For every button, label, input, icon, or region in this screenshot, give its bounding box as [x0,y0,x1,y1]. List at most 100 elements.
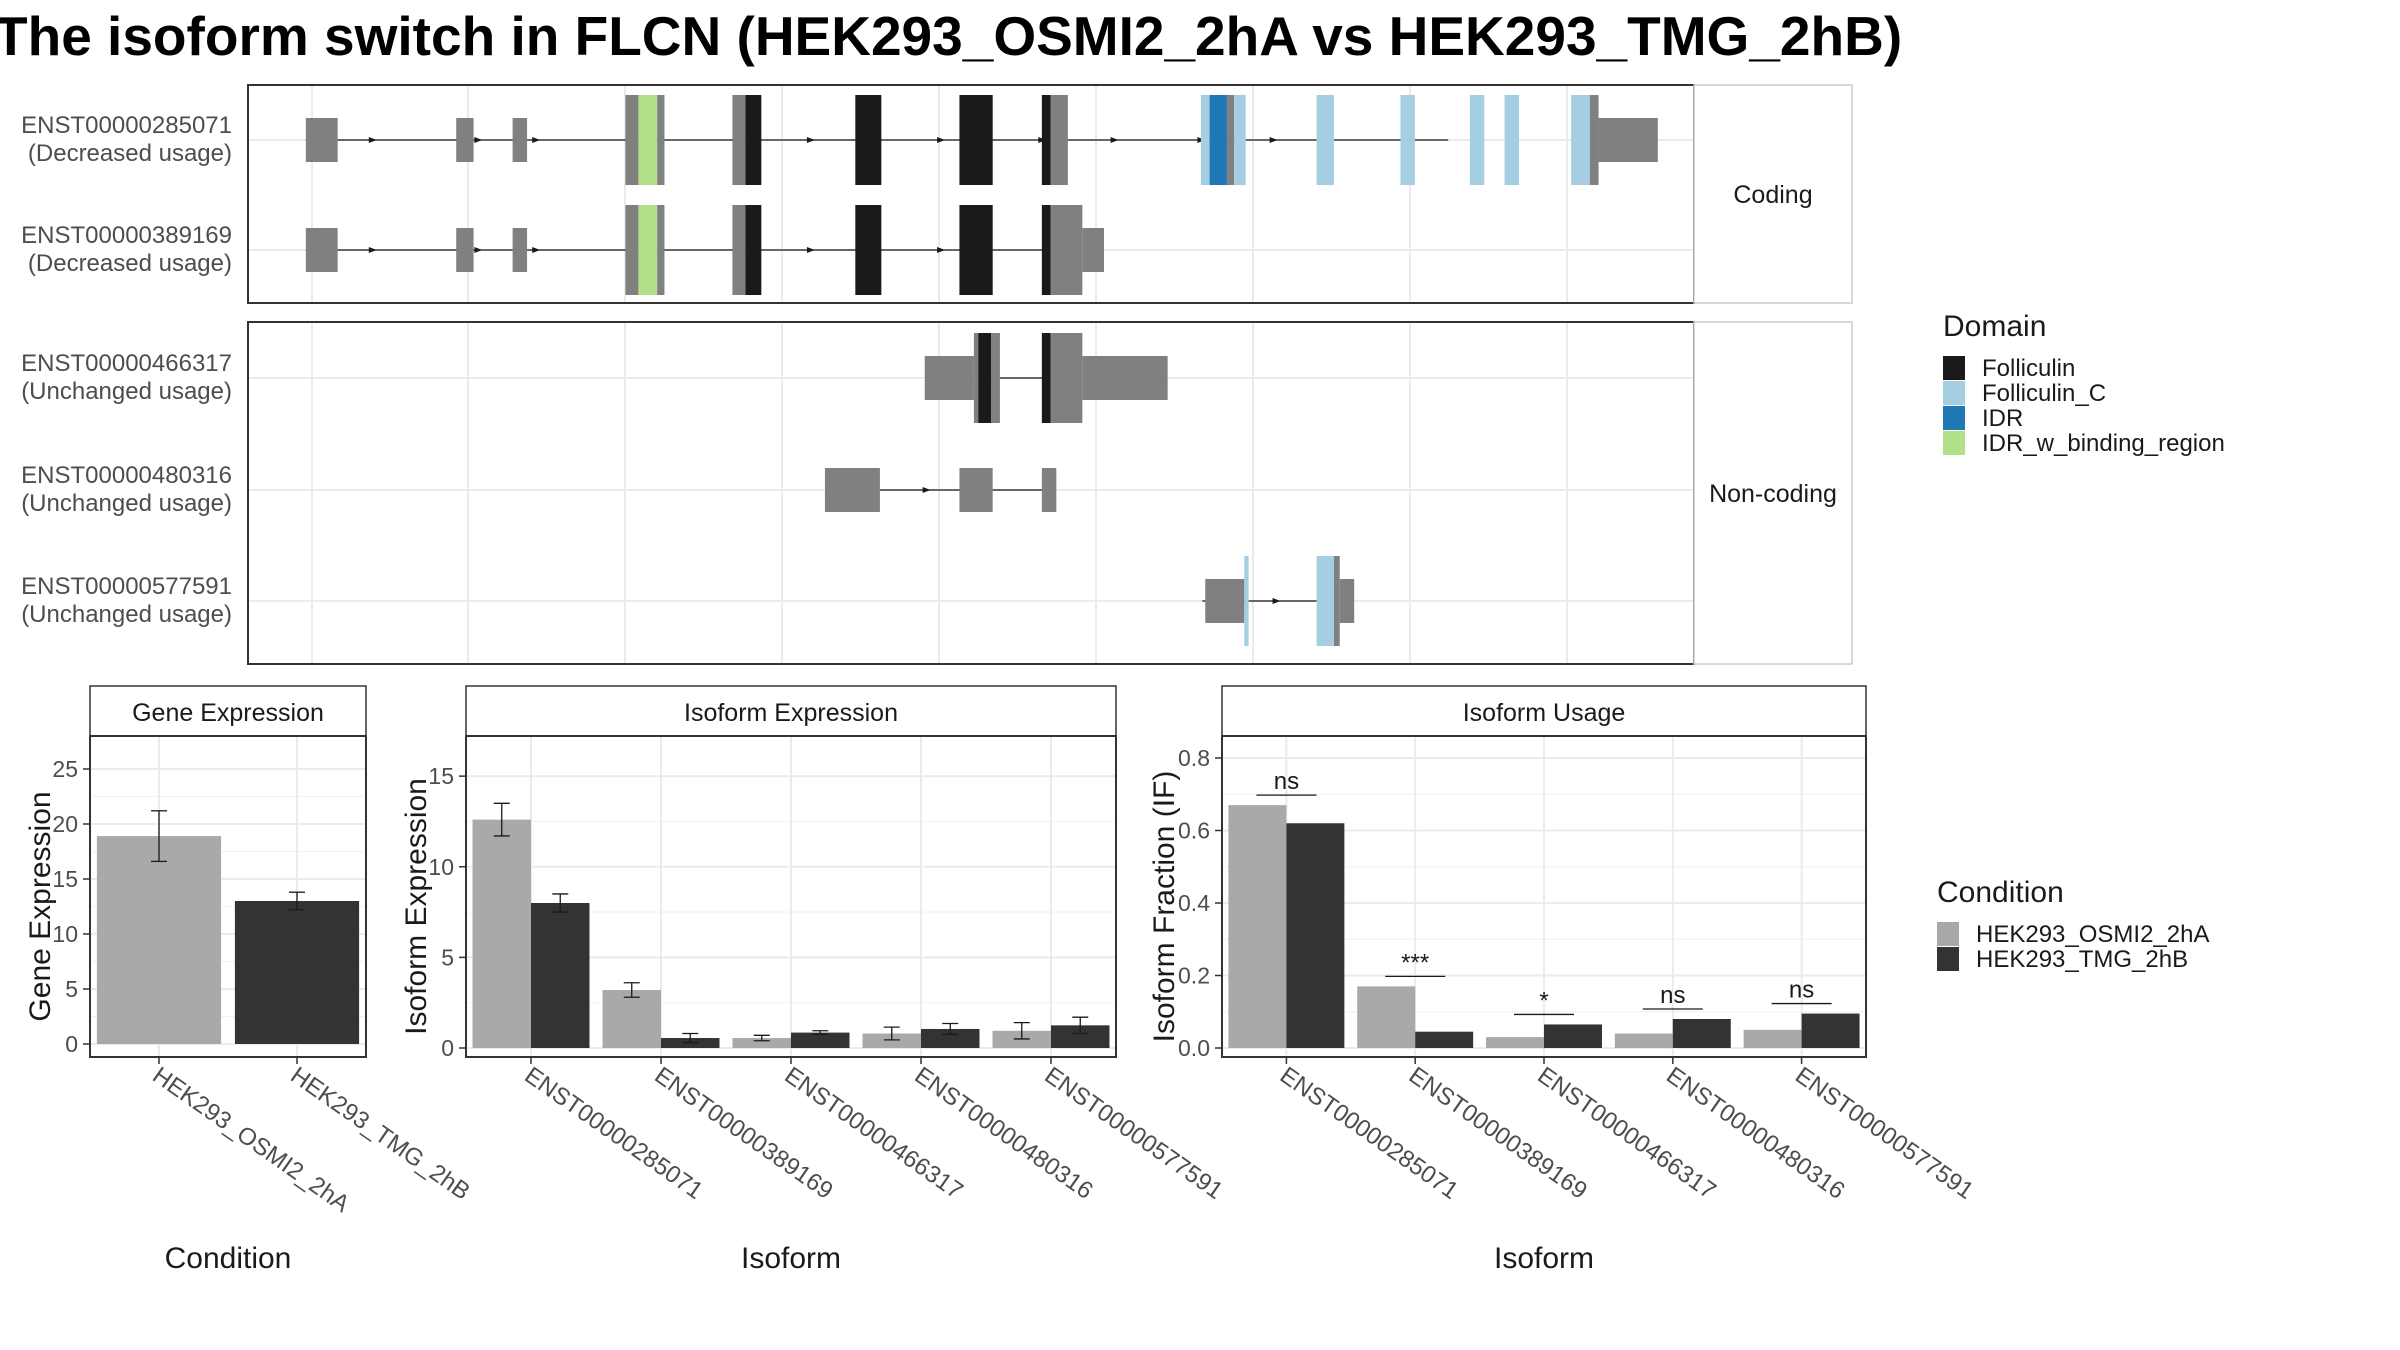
coding-exon [1050,95,1068,185]
bar [96,836,222,1044]
utr-exon [456,118,474,162]
direction-arrow [532,137,541,143]
utr-exon [1205,579,1245,623]
legend-key-idr [1943,406,1965,430]
y-axis-title: Gene Expression [24,791,57,1021]
facet-strip [1221,685,1867,737]
direction-arrow [532,247,541,253]
transcript-ENST00000389169: ENST00000389169(Decreased usage) [21,205,1105,295]
y-tick-label: 20 [52,811,78,837]
utr-exon [1041,468,1057,512]
domain-idr-w-binding-region [638,95,658,185]
transcript-id-label: ENST00000285071 [21,112,232,139]
legend-key-hek293-osmi2-2ha [1937,922,1959,946]
coding-exon [657,205,665,295]
domain-folliculin [745,205,762,295]
y-tick-label: 5 [441,944,454,970]
y-axis-title: Isoform Fraction (IF) [1148,771,1181,1043]
utr-exon [959,468,993,512]
bar [1801,1013,1860,1048]
domain-folliculin-c [1469,95,1485,185]
transcript-ENST00000480316: ENST00000480316(Unchanged usage) [21,462,1057,517]
legend-label-idr-w-binding-region: IDR_w_binding_region [1982,430,2225,457]
y-axis-title: Isoform Expression [400,778,433,1035]
coding-exon [1050,333,1083,423]
chart-title: Gene Expression [132,699,324,727]
domain-folliculin-c [1316,95,1334,185]
coding-exon [625,95,639,185]
legend-key-folliculin-c [1943,381,1965,405]
bar [602,990,661,1048]
transcript-ENST00000285071: ENST00000285071(Decreased usage) [21,95,1658,185]
bar [1672,1019,1731,1048]
direction-arrow [806,247,815,253]
y-tick-label: 0.4 [1178,890,1210,916]
significance-label: ns [1274,768,1299,795]
legend-key-hek293-tmg-2hb [1937,947,1959,971]
legend-key-idr-w-binding-region [1943,431,1965,455]
domain-idr [1209,95,1227,185]
y-tick-label: 5 [65,976,78,1002]
domain-folliculin [959,95,993,185]
significance-label: * [1539,987,1548,1014]
direction-arrow [474,247,483,253]
bar [1286,823,1345,1048]
direction-arrow [368,137,377,143]
domain-folliculin-c [1571,95,1590,185]
transcript-id-label: ENST00000577591 [21,573,232,600]
domain-idr-w-binding-region [638,205,658,295]
significance-label: *** [1401,949,1429,976]
x-axis-title: Isoform [741,1242,841,1275]
coding-exon [732,205,746,295]
y-tick-label: 0.0 [1178,1035,1210,1061]
domain-folliculin [855,95,882,185]
transcript-ENST00000577591: ENST00000577591(Unchanged usage) [21,556,1355,646]
coding-exon [657,95,665,185]
direction-arrow [368,247,377,253]
facet-strip [89,685,367,737]
utr-exon [512,228,528,272]
y-tick-label: 15 [52,866,78,892]
legend-label-idr: IDR [1982,405,2023,432]
legend-label-hek293-tmg-2hb: HEK293_TMG_2hB [1976,946,2188,973]
plot-border [89,735,367,1058]
direction-arrow [1272,598,1281,604]
chart-isoform-expression: Isoform Expression051015ENST00000285071E… [400,685,1228,1275]
y-tick-label: 10 [52,921,78,947]
domain-folliculin-c [1200,95,1210,185]
condition-legend-title: Condition [1937,876,2064,909]
y-tick-label: 0.2 [1178,963,1210,989]
direction-arrow [1269,137,1278,143]
direction-arrow [1110,137,1119,143]
bar [1228,805,1287,1048]
domain-folliculin-c [1400,95,1415,185]
chart-title: Isoform Usage [1463,699,1626,727]
bar [791,1032,850,1048]
transcript-usage-label: (Decreased usage) [28,250,232,277]
utr-exon [1082,228,1105,272]
transcript-ENST00000466317: ENST00000466317(Unchanged usage) [21,333,1168,423]
coding-exon [1589,95,1599,185]
direction-arrow [937,137,946,143]
facet-label-coding: Coding [1733,181,1812,209]
transcript-usage-label: (Unchanged usage) [21,490,232,517]
domain-folliculin [1041,333,1051,423]
coding-exon [1050,205,1083,295]
coding-exon [1333,556,1340,646]
utr-exon [512,118,528,162]
bar [921,1028,980,1048]
domain-legend-title: Domain [1943,310,2046,343]
transcript-id-label: ENST00000466317 [21,350,232,377]
x-axis-title: Condition [165,1242,292,1275]
domain-folliculin [959,205,993,295]
domain-folliculin [1041,95,1051,185]
domain-folliculin-c [1244,556,1249,646]
domain-folliculin [978,333,992,423]
coding-exon [1226,95,1235,185]
transcript-usage-label: (Decreased usage) [28,140,232,167]
legend-label-folliculin: Folliculin [1982,355,2075,382]
transcript-usage-label: (Unchanged usage) [21,601,232,628]
